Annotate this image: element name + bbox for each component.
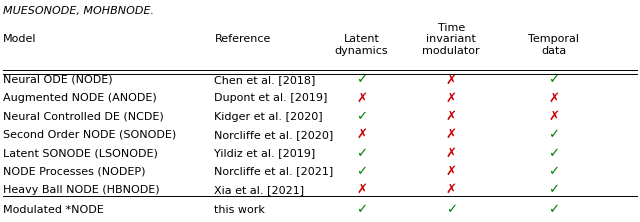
- Text: ✓: ✓: [356, 147, 367, 160]
- Text: this work: this work: [214, 205, 265, 215]
- Text: ✓: ✓: [356, 165, 367, 178]
- Text: Yildiz et al. [2019]: Yildiz et al. [2019]: [214, 148, 316, 158]
- Text: ✗: ✗: [356, 92, 367, 105]
- Text: Dupont et al. [2019]: Dupont et al. [2019]: [214, 93, 328, 103]
- Text: ✓: ✓: [445, 203, 457, 216]
- Text: NODE Processes (NODEP): NODE Processes (NODEP): [3, 166, 146, 176]
- Text: ✓: ✓: [548, 203, 559, 216]
- Text: ✓: ✓: [548, 165, 559, 178]
- Text: ✓: ✓: [548, 147, 559, 160]
- Text: ✓: ✓: [548, 128, 559, 141]
- Text: Neural Controlled DE (NCDE): Neural Controlled DE (NCDE): [3, 111, 164, 122]
- Text: Kidger et al. [2020]: Kidger et al. [2020]: [214, 111, 323, 122]
- Text: Temporal
data: Temporal data: [528, 34, 579, 56]
- Text: ✓: ✓: [548, 183, 559, 196]
- Text: Neural ODE (NODE): Neural ODE (NODE): [3, 75, 113, 85]
- Text: Xia et al. [2021]: Xia et al. [2021]: [214, 185, 305, 195]
- Text: Reference: Reference: [214, 34, 271, 44]
- Text: ✗: ✗: [445, 128, 457, 141]
- Text: ✗: ✗: [445, 165, 457, 178]
- Text: invariant
modulator: invariant modulator: [422, 34, 480, 56]
- Text: ✗: ✗: [445, 147, 457, 160]
- Text: ✗: ✗: [445, 110, 457, 123]
- Text: MUESONODE, MOHBNODE.: MUESONODE, MOHBNODE.: [3, 6, 154, 16]
- Text: ✓: ✓: [356, 203, 367, 216]
- Text: Norcliffe et al. [2020]: Norcliffe et al. [2020]: [214, 130, 333, 140]
- Text: ✓: ✓: [356, 73, 367, 86]
- Text: Augmented NODE (ANODE): Augmented NODE (ANODE): [3, 93, 157, 103]
- Text: ✗: ✗: [548, 110, 559, 123]
- Text: Time: Time: [438, 23, 465, 33]
- Text: Norcliffe et al. [2021]: Norcliffe et al. [2021]: [214, 166, 333, 176]
- Text: ✓: ✓: [356, 110, 367, 123]
- Text: Latent
dynamics: Latent dynamics: [335, 34, 388, 56]
- Text: ✗: ✗: [356, 128, 367, 141]
- Text: Second Order NODE (SONODE): Second Order NODE (SONODE): [3, 130, 177, 140]
- Text: ✗: ✗: [445, 73, 457, 86]
- Text: Heavy Ball NODE (HBNODE): Heavy Ball NODE (HBNODE): [3, 185, 160, 195]
- Text: ✗: ✗: [445, 92, 457, 105]
- Text: ✗: ✗: [356, 183, 367, 196]
- Text: Modulated *NODE: Modulated *NODE: [3, 205, 104, 215]
- Text: Latent SONODE (LSONODE): Latent SONODE (LSONODE): [3, 148, 158, 158]
- Text: Chen et al. [2018]: Chen et al. [2018]: [214, 75, 316, 85]
- Text: ✗: ✗: [445, 183, 457, 196]
- Text: Model: Model: [3, 34, 36, 44]
- Text: ✗: ✗: [548, 92, 559, 105]
- Text: ✓: ✓: [548, 73, 559, 86]
